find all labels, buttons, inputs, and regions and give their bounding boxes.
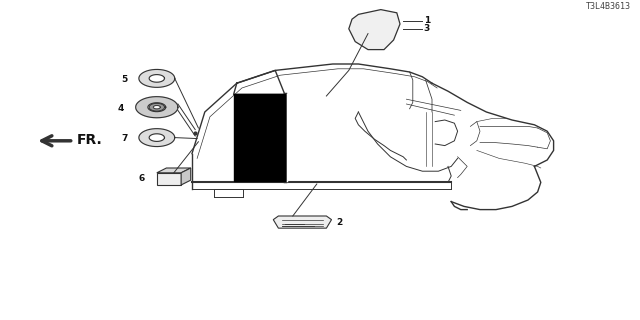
Text: 1: 1: [424, 16, 430, 25]
Polygon shape: [157, 168, 191, 173]
Text: T3L4B3613: T3L4B3613: [586, 2, 630, 11]
Polygon shape: [273, 216, 332, 228]
Polygon shape: [349, 10, 400, 50]
Text: 7: 7: [121, 134, 127, 143]
Polygon shape: [139, 129, 175, 147]
Text: 6: 6: [139, 174, 145, 183]
Text: 4: 4: [118, 104, 124, 113]
Text: FR.: FR.: [77, 133, 102, 147]
Polygon shape: [136, 97, 178, 118]
Polygon shape: [149, 103, 164, 111]
Polygon shape: [234, 94, 285, 181]
Polygon shape: [139, 69, 175, 87]
Polygon shape: [157, 173, 181, 185]
Text: 5: 5: [121, 75, 127, 84]
Text: 3: 3: [424, 24, 430, 33]
Text: 2: 2: [336, 218, 342, 227]
Polygon shape: [181, 168, 191, 185]
